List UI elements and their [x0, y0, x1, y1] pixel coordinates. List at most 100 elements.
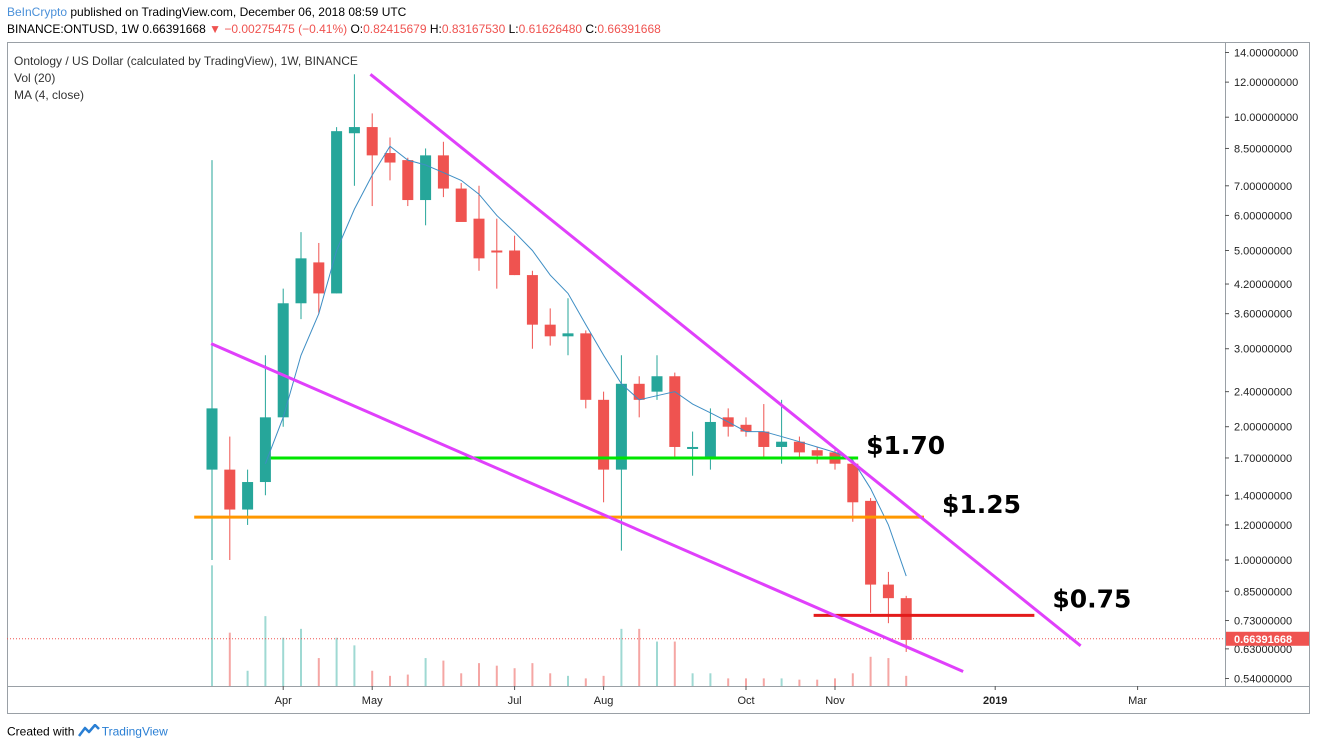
high-value: 0.83167530 [441, 22, 506, 36]
candle-body [366, 127, 378, 156]
price-tick-label: 5.00000000 [1234, 246, 1292, 258]
down-arrow-icon: ▼ [209, 22, 221, 36]
time-tick-label: Apr [275, 695, 292, 707]
candle-body [615, 383, 627, 470]
candle-body [793, 441, 805, 453]
candle-body [509, 250, 521, 276]
close-label: C: [585, 22, 598, 36]
candle-body [776, 441, 788, 447]
candle-body [633, 383, 645, 400]
price-tick-label: 1.40000000 [1234, 490, 1292, 502]
candle-body [206, 408, 218, 470]
candle-body [491, 250, 503, 253]
candle-body [313, 262, 325, 294]
candle-body [669, 376, 681, 447]
price-tick-label: 10.00000000 [1234, 112, 1298, 124]
candle-body [331, 131, 343, 294]
price-tick-label: 2.00000000 [1234, 422, 1292, 434]
time-tick-label: Jul [508, 695, 522, 707]
ohlc-line: BINANCE:ONTUSD, 1W 0.66391668 ▼ −0.00275… [7, 22, 661, 36]
publisher-name[interactable]: BeInCrypto [7, 5, 68, 19]
candle-body [348, 127, 360, 134]
chart-border [7, 42, 1310, 714]
candle-body [882, 584, 894, 599]
price-tick-label: 3.00000000 [1234, 344, 1292, 356]
price-tick-label: 12.00000000 [1234, 77, 1298, 89]
price-level-label: $1.70 [866, 431, 945, 460]
price-tick-label: 0.54000000 [1234, 674, 1292, 686]
tradingview-logo-icon [77, 723, 100, 741]
candle-body [402, 160, 414, 201]
candle-body [847, 463, 859, 503]
candle-body [224, 469, 236, 510]
candle-body [420, 155, 432, 201]
candle-body [687, 446, 699, 449]
candle-body [242, 482, 254, 510]
candle-body [259, 417, 271, 483]
low-value: 0.61626480 [518, 22, 583, 36]
price-tick-label: 8.50000000 [1234, 143, 1292, 155]
price-level-label: $0.75 [1052, 584, 1131, 613]
candle-body [598, 399, 610, 470]
candle-body [758, 431, 770, 447]
price-tick-label: 1.70000000 [1234, 453, 1292, 465]
high-label: H: [429, 22, 442, 36]
moving-average-line [264, 145, 907, 577]
price-tick-label: 0.73000000 [1234, 616, 1292, 628]
candle-body [473, 218, 485, 259]
published-text: published on TradingView.com, December 0… [70, 5, 407, 19]
close-value: 0.66391668 [597, 22, 661, 36]
candle-body [651, 376, 663, 392]
candle-body [384, 153, 396, 163]
price-tick-label: 2.40000000 [1234, 387, 1292, 399]
wedge-trendline [369, 73, 1082, 647]
candle-body [526, 275, 538, 325]
price-tick-label: 0.85000000 [1234, 586, 1292, 598]
time-tick-label: Nov [825, 695, 845, 707]
price-tick-label: 1.20000000 [1234, 520, 1292, 532]
price-tick-label: 4.20000000 [1234, 279, 1292, 291]
open-value: 0.82415679 [363, 22, 427, 36]
price-chart[interactable]: 14.00000000 12.00000000 10.00000000 8.50000… [7, 42, 1310, 714]
tradingview-brand[interactable]: TradingView [101, 724, 168, 739]
wedge-trendline [210, 342, 964, 673]
price-tick-label: 14.00000000 [1234, 48, 1298, 60]
candle-body [437, 155, 449, 189]
symbol-label: BINANCE:ONTUSD, 1W [7, 22, 140, 36]
candle-body [455, 188, 467, 222]
time-tick-label: 2019 [983, 695, 1007, 707]
last-price: 0.66391668 [142, 22, 206, 36]
footer: Created with TradingView [7, 723, 168, 741]
moving-average-label[interactable]: MA (4, close) [14, 88, 85, 102]
price-tick-label: 7.00000000 [1234, 181, 1292, 193]
time-tick-label: Aug [594, 695, 614, 707]
candle-body [295, 258, 307, 304]
candle-body [544, 324, 556, 337]
time-tick-label: Mar [1128, 695, 1147, 707]
created-with-text: Created with [7, 724, 75, 739]
open-label: O: [350, 22, 364, 36]
publish-line: BeInCrypto published on TradingView.com,… [7, 5, 406, 19]
price-tick-label: 6.00000000 [1234, 210, 1292, 222]
low-label: L: [508, 22, 519, 36]
chart-title: Ontology / US Dollar (calculated by Trad… [14, 54, 358, 68]
candle-body [580, 333, 592, 400]
candle-body [811, 450, 823, 456]
last-price-box [1226, 631, 1309, 646]
candle-body [562, 333, 574, 337]
time-tick-label: Oct [737, 695, 754, 707]
candle-body [900, 598, 912, 640]
last-price-box-label: 0.66391668 [1234, 634, 1292, 646]
price-tick-label: 1.00000000 [1234, 555, 1292, 567]
chart-frame[interactable]: 14.00000000 12.00000000 10.00000000 8.50000… [7, 42, 1310, 714]
candle-body [277, 303, 289, 418]
price-tick-label: 3.60000000 [1234, 309, 1292, 321]
candle-body [865, 500, 877, 585]
price-level-label: $1.25 [942, 490, 1021, 519]
price-tick-label: 0.63000000 [1234, 644, 1292, 656]
candle-body [740, 424, 752, 432]
candle-body [704, 421, 716, 458]
volume-indicator-label[interactable]: Vol (20) [14, 71, 56, 85]
time-tick-label: May [362, 695, 383, 707]
price-change: −0.00275475 (−0.41%) [224, 22, 348, 36]
